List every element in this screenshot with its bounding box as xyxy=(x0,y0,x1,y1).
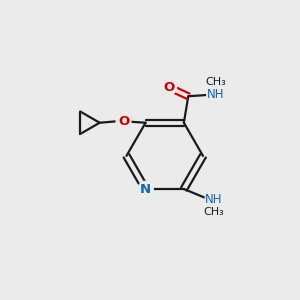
Text: N: N xyxy=(140,182,151,196)
Text: NH: NH xyxy=(205,193,222,206)
Text: CH₃: CH₃ xyxy=(203,207,224,217)
Text: CH₃: CH₃ xyxy=(205,77,226,87)
Circle shape xyxy=(116,114,131,129)
Circle shape xyxy=(205,191,221,208)
Text: NH: NH xyxy=(207,88,224,101)
Text: O: O xyxy=(118,115,129,128)
Circle shape xyxy=(162,80,176,95)
Circle shape xyxy=(207,86,224,104)
Text: O: O xyxy=(164,81,175,94)
Circle shape xyxy=(138,182,153,197)
